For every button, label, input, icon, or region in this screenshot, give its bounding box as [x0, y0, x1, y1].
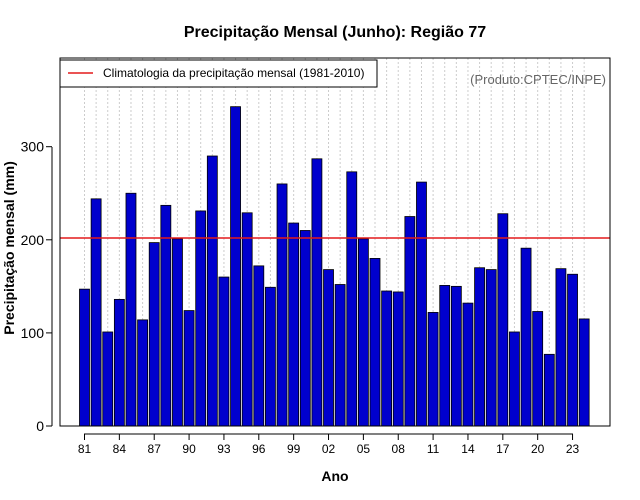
bar-2018 — [509, 331, 520, 427]
bar-2007 — [381, 290, 393, 427]
bar-1995 — [241, 212, 253, 427]
bar-1991 — [195, 210, 207, 427]
bar-2003 — [334, 284, 346, 427]
x-tick-label: 14 — [461, 442, 475, 456]
chart-title: Precipitação Mensal (Junho): Região 77 — [184, 24, 486, 41]
bar-1999 — [288, 222, 300, 427]
legend-label: Climatologia da precipitação mensal (198… — [103, 66, 364, 80]
bar-2023 — [567, 273, 578, 427]
bar-2014 — [462, 302, 474, 427]
bar-1998 — [276, 183, 288, 427]
bar-2004 — [346, 171, 358, 427]
bar-1990 — [183, 310, 195, 427]
bar-2001 — [311, 158, 323, 427]
y-axis: 0 100 200 300 — [21, 139, 53, 434]
x-tick-label: 84 — [113, 442, 127, 456]
bar-1996 — [253, 265, 265, 427]
bar-2006 — [369, 258, 381, 427]
bar-2012 — [439, 285, 451, 427]
plot-frame — [59, 57, 611, 427]
bar-1981 — [79, 288, 90, 427]
bar-series — [79, 106, 590, 427]
bar-2016 — [485, 269, 497, 427]
x-axis: 81 84 87 90 93 96 99 02 05 08 11 14 17 20 23 — [78, 433, 580, 456]
bar-2008 — [392, 291, 404, 427]
bar-2013 — [450, 285, 462, 427]
x-tick-label: 08 — [392, 442, 406, 456]
bar-2022 — [555, 268, 567, 427]
bar-2010 — [416, 181, 427, 427]
x-tick-label: 90 — [182, 442, 196, 456]
bar-1985 — [125, 192, 137, 427]
source-note: (Produto:CPTEC/INPE) — [470, 72, 606, 87]
x-tick-label: 93 — [217, 442, 231, 456]
bar-2005 — [357, 238, 369, 427]
bar-1986 — [137, 319, 149, 427]
y-tick-label: 300 — [21, 139, 45, 155]
x-tick-label: 17 — [496, 442, 510, 456]
bar-1989 — [172, 238, 183, 427]
y-axis-label: Precipitação mensal (mm) — [1, 161, 17, 335]
bar-2021 — [543, 353, 555, 427]
x-tick-label: 87 — [148, 442, 162, 456]
bar-1987 — [148, 242, 160, 427]
legend-box — [59, 59, 378, 88]
x-tick-label: 20 — [531, 442, 545, 456]
bar-2020 — [532, 311, 544, 427]
y-tick-label: 200 — [21, 232, 45, 248]
bar-2017 — [497, 213, 509, 427]
x-tick-label: 96 — [252, 442, 266, 456]
x-axis-label: Ano — [321, 468, 348, 484]
bar-1993 — [218, 276, 230, 427]
bar-1983 — [102, 331, 114, 427]
bar-1984 — [113, 298, 125, 427]
y-tick-label: 100 — [21, 325, 45, 341]
x-tick-label: 81 — [78, 442, 92, 456]
x-tick-label: 05 — [357, 442, 371, 456]
x-tick-label: 99 — [287, 442, 301, 456]
bar-2009 — [404, 216, 416, 427]
x-tick-label: 02 — [322, 442, 336, 456]
bar-2024 — [578, 318, 590, 427]
bar-1982 — [90, 198, 102, 427]
bar-2019 — [520, 247, 532, 427]
legend: Climatologia da precipitação mensal (198… — [59, 59, 378, 88]
x-tick-label: 23 — [566, 442, 580, 456]
bar-1994 — [230, 106, 241, 427]
bar-2002 — [323, 269, 334, 427]
bar-2000 — [299, 230, 311, 427]
bar-1997 — [265, 286, 276, 427]
x-tick-label: 11 — [427, 442, 440, 456]
y-tick-label: 0 — [36, 418, 44, 434]
bar-1992 — [206, 155, 218, 427]
bar-2011 — [427, 312, 439, 427]
bar-2015 — [474, 267, 485, 427]
